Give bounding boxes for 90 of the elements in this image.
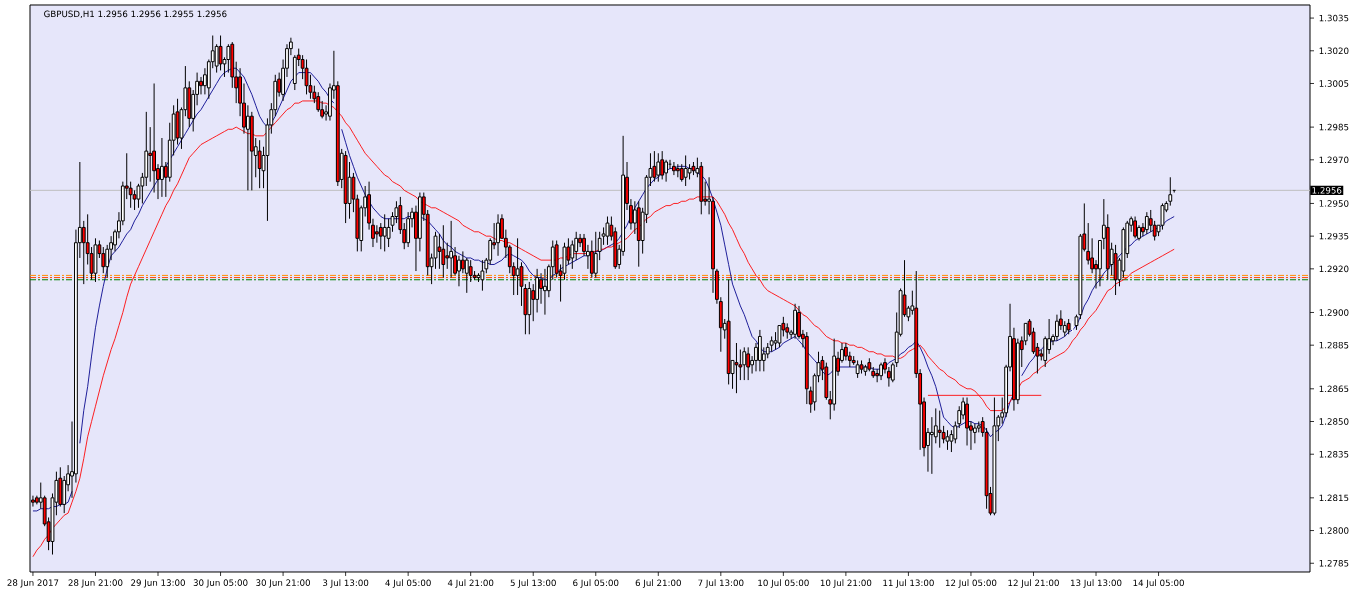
- candlestick: [1133, 216, 1138, 239]
- candlestick: [664, 159, 669, 183]
- x-tick-label: 7 Jul 13:00: [698, 579, 744, 588]
- candlestick: [199, 76, 203, 95]
- candlestick: [1144, 211, 1149, 235]
- candlestick: [230, 41, 235, 89]
- candlestick: [1105, 213, 1110, 281]
- y-tick-label: 1.2900: [1319, 309, 1349, 316]
- candlestick: [460, 250, 465, 274]
- y-tick-label: 1.2800: [1319, 527, 1349, 534]
- y-tick-label: 1.2970: [1319, 156, 1349, 164]
- x-tick-label: 4 Jul 21:00: [447, 579, 494, 588]
- x-tick-label: 30 Jun 05:00: [193, 579, 248, 588]
- x-tick-label: 6 Jul 21:00: [635, 579, 681, 588]
- candlestick: [445, 242, 450, 270]
- candlestick: [593, 231, 598, 279]
- x-tick-label: 3 Jul 13:00: [323, 579, 369, 588]
- candlestick: [535, 268, 540, 313]
- candlestick: [1137, 224, 1141, 242]
- candlestick: [613, 226, 618, 270]
- candlestick: [886, 366, 891, 388]
- y-tick-label: 1.2935: [1319, 232, 1349, 240]
- x-tick-label: 28 Jun 21:00: [68, 579, 123, 588]
- candlestick: [929, 416, 934, 475]
- ref-line-label: 1.2956: [1312, 187, 1342, 194]
- y-tick-label: 1.2885: [1319, 341, 1349, 349]
- x-tick-label: 10 Jul 05:00: [758, 579, 809, 588]
- candlestick: [797, 305, 801, 340]
- candlestick: [843, 342, 848, 361]
- y-tick-label: 1.3020: [1319, 47, 1349, 55]
- y-tick-label: 1.2785: [1319, 560, 1349, 567]
- x-tick-label: 10 Jul 21:00: [820, 579, 872, 588]
- candlestick: [543, 268, 547, 316]
- candlestick: [382, 213, 387, 252]
- x-tick-label: 30 Jun 21:00: [256, 579, 311, 588]
- y-tick-label: 1.2985: [1319, 123, 1349, 131]
- candlestick: [74, 229, 78, 484]
- text: GBPUSD,H1 1.2956 1.2956 1.2955 1.2956: [44, 10, 227, 19]
- candlestick: [855, 359, 860, 379]
- candlestick: [539, 272, 543, 305]
- candlestick: [378, 222, 383, 250]
- x-tick-label: 5 Jul 13:00: [510, 579, 556, 588]
- candlestick: [1055, 314, 1059, 342]
- candlestick: [152, 83, 157, 194]
- y-tick-label: 1.2950: [1319, 200, 1349, 207]
- x-tick-label: 13 Jul 13:00: [1070, 579, 1122, 588]
- candlestick: [957, 405, 962, 429]
- x-tick-label: 28 Jun 2017: [7, 579, 59, 588]
- y-tick-label: 1.2835: [1319, 450, 1349, 458]
- y-tick-label: 1.2850: [1319, 418, 1349, 425]
- candlestick: [871, 366, 876, 379]
- candlestick: [883, 357, 887, 375]
- x-tick-label: 14 Jul 05:00: [1133, 579, 1184, 588]
- candlestick: [449, 220, 454, 279]
- candlestick: [417, 192, 422, 252]
- x-tick-label: 6 Jul 05:00: [573, 579, 619, 588]
- candlestick: [246, 104, 250, 191]
- candlestick: [249, 111, 254, 191]
- x-tick-label: 12 Jul 05:00: [945, 579, 997, 588]
- candlestick: [105, 244, 110, 279]
- candlestick: [1015, 338, 1020, 405]
- candlestick: [757, 329, 762, 372]
- candlestick: [441, 224, 446, 279]
- y-tick-label: 1.3035: [1319, 14, 1349, 22]
- candlestick: [582, 233, 586, 257]
- candlestick: [160, 137, 164, 198]
- candlestick: [496, 213, 500, 257]
- candlestick: [226, 43, 231, 74]
- candlestick: [34, 495, 39, 505]
- candlestick: [793, 303, 797, 340]
- y-tick-label: 1.2865: [1319, 385, 1349, 393]
- y-tick-label: 1.3005: [1319, 80, 1349, 87]
- y-tick-label: 1.2815: [1319, 494, 1349, 502]
- x-tick-label: 4 Jul 05:00: [385, 579, 431, 588]
- candlestick: [328, 83, 332, 122]
- x-tick-label: 29 Jun 13:00: [131, 579, 185, 588]
- candlestick: [804, 331, 809, 405]
- y-tick-label: 1.2920: [1319, 265, 1349, 273]
- candlestick: [672, 161, 676, 176]
- candlestick: [879, 362, 883, 381]
- candlestick: [578, 233, 583, 248]
- candlestick: [457, 255, 461, 287]
- candlestick: [476, 272, 481, 283]
- x-tick-label: 12 Jul 21:00: [1008, 579, 1059, 588]
- candlestick: [148, 126, 153, 183]
- x-tick-label: 11 Jul 13:00: [883, 579, 934, 588]
- candlestick: [374, 224, 379, 244]
- candlestick: [965, 397, 969, 446]
- candlestick: [699, 161, 704, 215]
- candlestick: [1090, 237, 1095, 274]
